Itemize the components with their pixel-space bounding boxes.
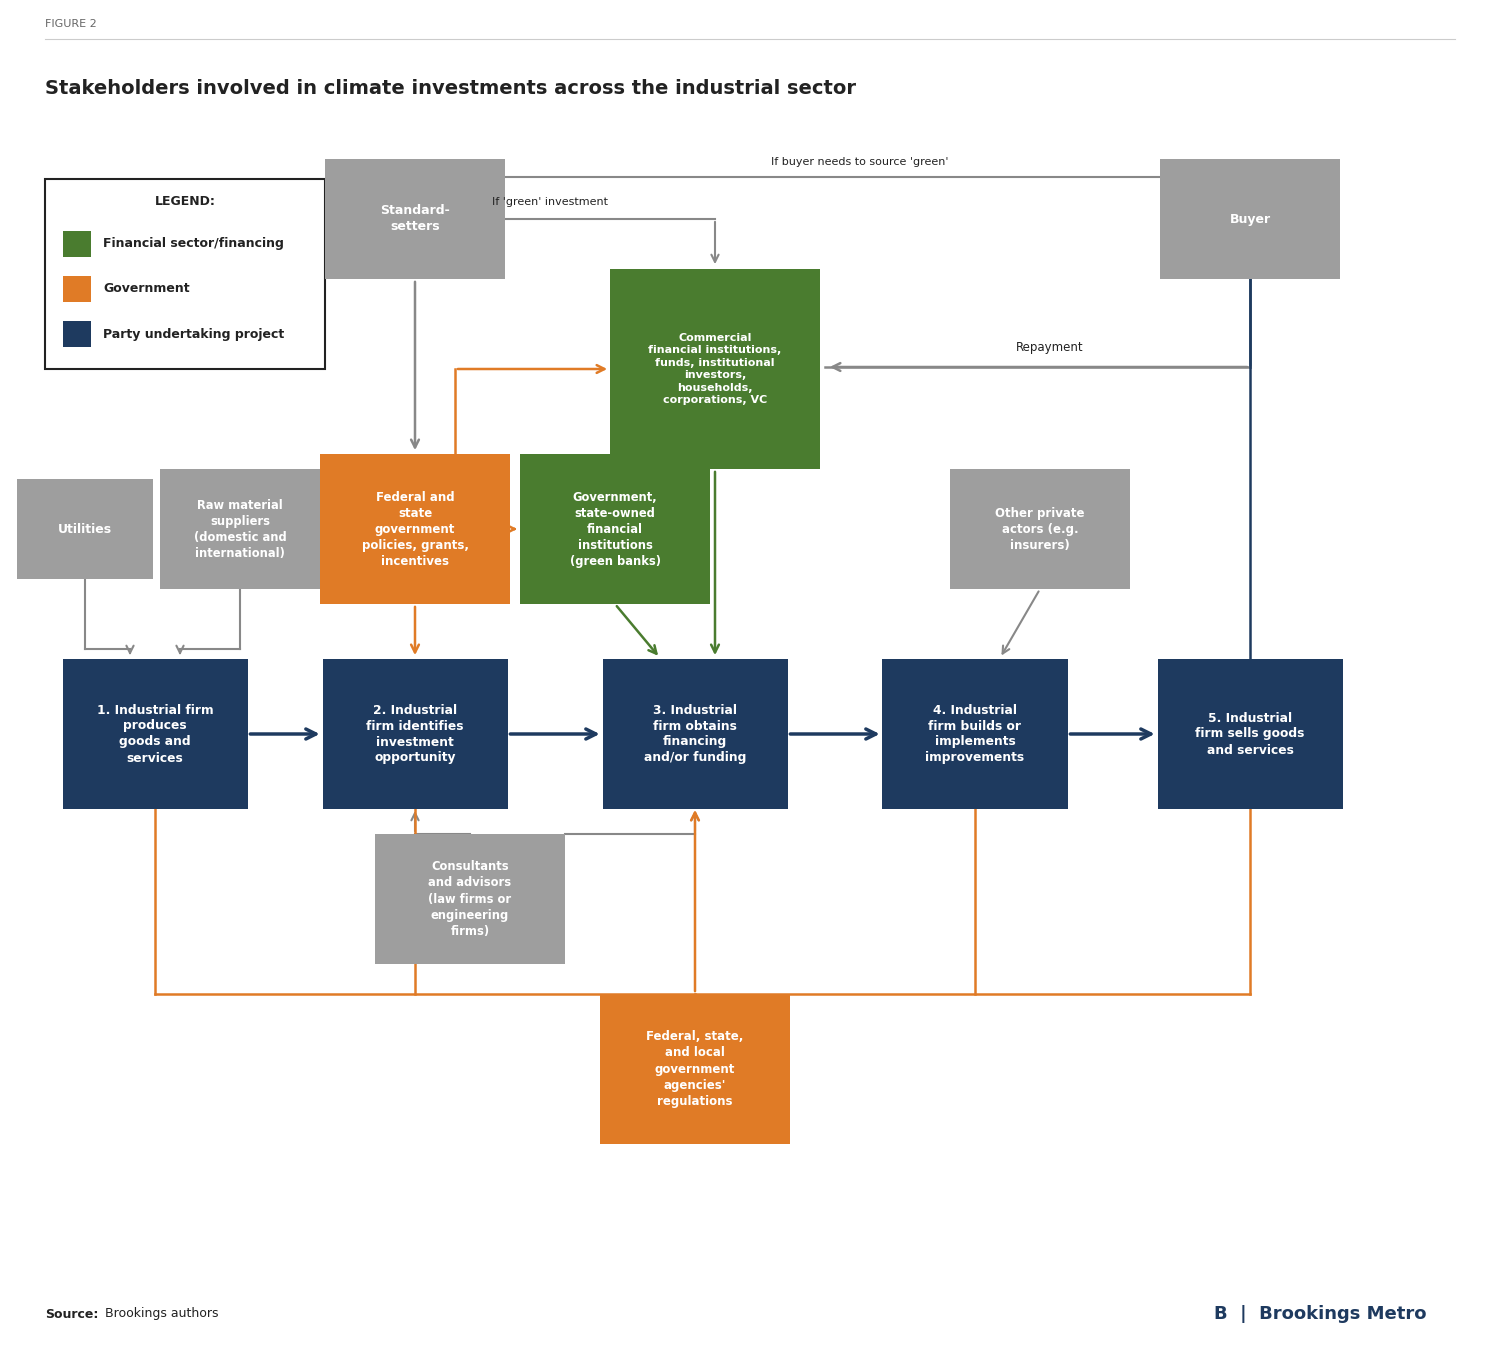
Text: Raw material
suppliers
(domestic and
international): Raw material suppliers (domestic and int…: [194, 499, 286, 560]
Text: Government: Government: [104, 282, 189, 295]
FancyBboxPatch shape: [18, 479, 153, 579]
Text: Standard-
setters: Standard- setters: [380, 205, 450, 233]
FancyBboxPatch shape: [882, 660, 1068, 809]
FancyBboxPatch shape: [950, 469, 1130, 590]
FancyBboxPatch shape: [63, 660, 248, 809]
Text: 5. Industrial
firm sells goods
and services: 5. Industrial firm sells goods and servi…: [1196, 711, 1305, 757]
Text: FIGURE 2: FIGURE 2: [45, 19, 96, 28]
FancyBboxPatch shape: [326, 159, 506, 279]
FancyBboxPatch shape: [600, 994, 790, 1144]
Text: Federal, state,
and local
government
agencies'
regulations: Federal, state, and local government age…: [646, 1031, 744, 1108]
Text: Brookings authors: Brookings authors: [105, 1307, 219, 1321]
Text: Repayment: Repayment: [1016, 341, 1084, 353]
Text: If 'green' investment: If 'green' investment: [492, 197, 608, 206]
FancyBboxPatch shape: [45, 179, 326, 370]
Text: Source:: Source:: [45, 1307, 99, 1321]
Text: Financial sector/financing: Financial sector/financing: [104, 237, 284, 251]
FancyBboxPatch shape: [520, 455, 710, 604]
FancyBboxPatch shape: [63, 321, 92, 347]
Text: 3. Industrial
firm obtains
financing
and/or funding: 3. Industrial firm obtains financing and…: [644, 703, 746, 765]
FancyBboxPatch shape: [375, 834, 566, 965]
Text: If buyer needs to source 'green': If buyer needs to source 'green': [771, 156, 948, 167]
Text: Other private
actors (e.g.
insurers): Other private actors (e.g. insurers): [996, 506, 1084, 552]
FancyBboxPatch shape: [320, 455, 510, 604]
Text: Government,
state-owned
financial
institutions
(green banks): Government, state-owned financial instit…: [570, 491, 660, 568]
FancyBboxPatch shape: [1160, 159, 1340, 279]
FancyBboxPatch shape: [1158, 660, 1342, 809]
Text: Commercial
financial institutions,
funds, institutional
investors,
households,
c: Commercial financial institutions, funds…: [648, 333, 782, 405]
Text: 1. Industrial firm
produces
goods and
services: 1. Industrial firm produces goods and se…: [96, 703, 213, 765]
Text: Party undertaking project: Party undertaking project: [104, 328, 285, 340]
FancyBboxPatch shape: [603, 660, 788, 809]
Text: Federal and
state
government
policies, grants,
incentives: Federal and state government policies, g…: [362, 491, 468, 568]
Text: B  |  Brookings Metro: B | Brookings Metro: [1214, 1304, 1426, 1323]
Text: Stakeholders involved in climate investments across the industrial sector: Stakeholders involved in climate investm…: [45, 80, 856, 98]
Text: Consultants
and advisors
(law firms or
engineering
firms): Consultants and advisors (law firms or e…: [429, 861, 512, 938]
FancyBboxPatch shape: [63, 277, 92, 302]
FancyBboxPatch shape: [610, 268, 821, 469]
Text: 2. Industrial
firm identifies
investment
opportunity: 2. Industrial firm identifies investment…: [366, 703, 464, 765]
Text: 4. Industrial
firm builds or
implements
improvements: 4. Industrial firm builds or implements …: [926, 703, 1024, 765]
Text: Utilities: Utilities: [58, 522, 112, 536]
FancyBboxPatch shape: [322, 660, 507, 809]
FancyBboxPatch shape: [160, 469, 320, 590]
FancyBboxPatch shape: [63, 231, 92, 258]
Text: LEGEND:: LEGEND:: [154, 194, 216, 208]
Text: Buyer: Buyer: [1230, 213, 1270, 225]
